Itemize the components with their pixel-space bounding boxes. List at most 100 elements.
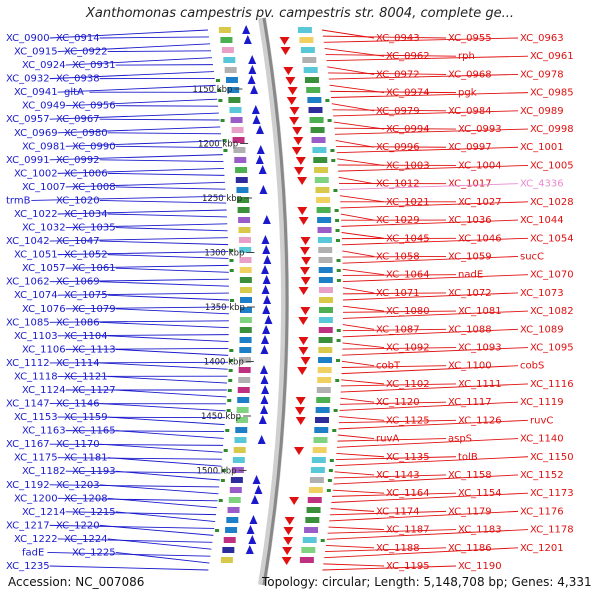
reverse-gene-arrow	[300, 237, 311, 245]
left-gene-label: XC_1217	[6, 520, 50, 531]
feature-block	[311, 457, 326, 463]
reverse-gene-arrow	[285, 77, 296, 85]
left-label-connector	[49, 524, 215, 529]
right-gene-label: XC_1186	[448, 543, 492, 554]
left-gene-label: XC_0922	[64, 47, 108, 58]
marker-tick	[225, 429, 230, 432]
marker-tick	[220, 119, 225, 122]
left-gene-label: XC_1182	[22, 466, 66, 477]
reverse-gene-arrow	[284, 517, 295, 525]
feature-block	[220, 37, 233, 43]
left-label-connector	[99, 403, 226, 412]
left-label-connector	[49, 112, 219, 120]
right-gene-label: XC_1150	[530, 452, 574, 463]
right-gene-label: XC_1140	[520, 434, 564, 445]
right-label-connector	[331, 103, 375, 112]
left-label-connector	[49, 320, 229, 323]
left-label-connector	[57, 416, 226, 419]
forward-gene-arrow	[262, 325, 271, 334]
feature-block	[239, 287, 252, 293]
reverse-gene-arrow	[295, 157, 306, 165]
right-label-connector	[333, 121, 385, 130]
feature-block	[317, 377, 332, 383]
feature-block	[300, 47, 315, 53]
right-label-connector	[337, 434, 375, 439]
feature-block	[318, 277, 333, 283]
left-gene-label: XC_1208	[64, 493, 108, 504]
feature-block	[239, 357, 252, 363]
right-label-connector	[342, 347, 457, 350]
forward-gene-arrow	[260, 395, 269, 404]
right-label-connector	[334, 471, 375, 476]
feature-block	[221, 47, 234, 53]
reverse-gene-arrow	[294, 407, 305, 415]
kbp-tick-label: 1500 kbp	[196, 467, 236, 477]
reverse-gene-arrow	[293, 137, 304, 145]
right-gene-label: XC_0979	[376, 106, 420, 117]
right-gene-label: XC_1088	[448, 324, 492, 335]
feature-block	[236, 187, 249, 193]
feature-block	[318, 287, 333, 293]
marker-tick	[334, 209, 339, 212]
right-gene-label: XC_0978	[520, 69, 564, 80]
right-gene-label: XC_1004	[458, 160, 502, 171]
feature-block	[318, 357, 333, 363]
right-label-connector	[342, 268, 385, 276]
left-gene-label: XC_0957	[6, 114, 50, 125]
right-label-connector	[341, 365, 447, 368]
right-label-connector	[329, 510, 447, 516]
feature-block	[225, 77, 238, 83]
reverse-gene-arrow	[283, 527, 294, 535]
feature-block	[306, 87, 321, 93]
left-gene-label: XC_0915	[14, 47, 58, 58]
right-gene-label: XC_1120	[376, 397, 420, 408]
right-gene-label: XC_0993	[458, 124, 502, 135]
right-gene-label: XC_0972	[376, 69, 420, 80]
reverse-gene-arrow	[298, 317, 309, 325]
feature-block	[237, 197, 250, 203]
left-label-connector	[99, 36, 209, 39]
reverse-gene-arrow	[297, 207, 308, 215]
marker-tick	[336, 339, 341, 342]
forward-gene-arrow	[258, 415, 267, 424]
right-gene-label: XC_0974	[386, 88, 430, 99]
left-label-connector	[65, 57, 213, 66]
marker-tick	[335, 219, 340, 222]
feature-block	[318, 247, 333, 253]
left-gene-label: XC_0900	[6, 33, 50, 44]
left-label-connector	[65, 181, 225, 188]
left-gene-label: XC_0914	[56, 33, 100, 44]
left-gene-label: XC_1104	[64, 331, 108, 342]
marker-tick	[229, 299, 234, 302]
left-label-connector	[57, 457, 222, 460]
right-label-connector	[342, 328, 519, 338]
right-label-connector	[342, 274, 529, 283]
feature-block	[309, 117, 324, 123]
feature-block	[218, 27, 231, 33]
right-gene-label: XC_1125	[386, 415, 430, 426]
forward-gene-arrow	[255, 155, 264, 165]
marker-tick	[327, 119, 332, 122]
marker-tick	[223, 449, 228, 452]
feature-block	[318, 257, 333, 263]
right-label-connector	[334, 127, 457, 130]
right-label-connector	[342, 250, 375, 257]
left-label-connector	[115, 186, 226, 190]
reverse-gene-arrow	[286, 97, 297, 105]
right-label-connector	[340, 213, 375, 221]
left-label-connector	[99, 118, 220, 121]
marker-tick	[228, 369, 233, 372]
right-gene-label: XC_0943	[376, 33, 420, 44]
feature-block	[318, 297, 333, 303]
marker-tick	[330, 149, 335, 152]
left-gene-label: XC_1079	[72, 304, 116, 315]
left-gene-label: XC_1022	[14, 209, 58, 220]
marker-tick	[331, 159, 336, 162]
right-label-connector	[342, 237, 529, 246]
marker-tick	[229, 359, 234, 362]
reverse-gene-arrow	[279, 37, 290, 45]
right-gene-label: XC_1173	[530, 488, 574, 499]
left-label-connector	[65, 470, 221, 474]
forward-gene-arrow	[248, 65, 257, 74]
marker-tick	[328, 469, 333, 472]
